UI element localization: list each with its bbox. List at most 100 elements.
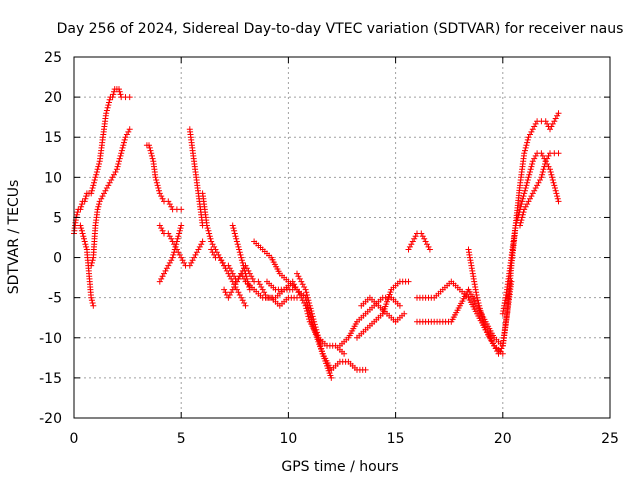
data-point xyxy=(527,169,533,175)
data-point xyxy=(230,225,237,232)
data-point xyxy=(173,238,180,245)
data-point xyxy=(175,233,182,240)
data-point xyxy=(517,222,523,229)
data-point xyxy=(475,300,482,306)
data-point xyxy=(108,177,115,183)
data-point xyxy=(299,281,306,288)
data-point xyxy=(156,187,162,194)
data-point xyxy=(102,187,109,194)
data-point xyxy=(199,238,206,245)
data-point xyxy=(88,190,95,197)
data-point xyxy=(126,126,133,133)
data-point xyxy=(208,246,215,253)
data-point xyxy=(525,134,532,141)
data-point xyxy=(159,227,166,234)
data-point xyxy=(476,302,483,309)
data-point xyxy=(554,195,561,202)
data-point xyxy=(146,144,153,151)
data-point xyxy=(241,265,248,272)
data-point xyxy=(317,342,324,349)
data-point xyxy=(116,88,123,95)
data-point xyxy=(294,286,300,293)
data-point xyxy=(246,286,253,293)
data-point xyxy=(192,251,199,258)
data-point xyxy=(313,326,320,333)
data-point xyxy=(168,235,175,242)
data-point xyxy=(111,88,117,95)
data-point xyxy=(544,120,551,127)
data-point xyxy=(239,259,246,266)
data-point xyxy=(242,302,249,309)
data-point xyxy=(529,190,536,197)
data-point xyxy=(228,289,235,296)
data-point xyxy=(170,251,177,258)
data-point xyxy=(178,206,185,213)
data-point xyxy=(206,233,213,240)
data-point xyxy=(396,302,403,309)
data-point xyxy=(83,193,90,200)
data-point xyxy=(231,227,238,234)
data-point xyxy=(79,230,86,237)
data-point xyxy=(306,302,313,309)
data-point xyxy=(158,193,165,200)
data-point xyxy=(524,139,531,146)
data-point xyxy=(523,142,530,149)
data-point xyxy=(168,257,175,264)
data-point xyxy=(176,230,183,237)
data-point xyxy=(245,281,252,288)
data-point xyxy=(289,278,296,285)
data-point xyxy=(174,235,181,242)
data-point xyxy=(262,292,269,298)
x-tick-label: 20 xyxy=(494,431,512,447)
data-point xyxy=(166,201,173,208)
data-point xyxy=(242,270,249,277)
y-tick-label: -5 xyxy=(48,291,62,307)
data-point xyxy=(203,222,210,229)
data-point xyxy=(207,235,214,242)
data-point xyxy=(195,246,202,253)
data-point xyxy=(178,222,185,229)
data-point xyxy=(412,233,419,240)
data-point xyxy=(204,225,211,232)
data-point xyxy=(408,241,415,248)
data-point xyxy=(154,182,161,189)
data-point xyxy=(82,241,89,248)
data-point xyxy=(198,241,205,248)
data-point xyxy=(149,155,156,162)
data-point xyxy=(302,286,309,293)
data-point xyxy=(226,265,233,272)
data-point xyxy=(191,254,198,261)
data-point xyxy=(525,198,532,205)
data-point xyxy=(522,144,529,151)
data-point xyxy=(171,249,178,256)
data-point xyxy=(88,297,95,304)
data-point xyxy=(188,259,195,266)
data-point xyxy=(549,177,556,183)
data-point xyxy=(524,136,531,143)
x-tick-label: 5 xyxy=(177,431,186,447)
data-point xyxy=(73,211,80,218)
data-point xyxy=(98,195,105,202)
data-point xyxy=(519,214,526,221)
data-point xyxy=(476,305,483,312)
data-point xyxy=(109,94,116,101)
data-point xyxy=(78,227,85,234)
data-point xyxy=(77,206,84,213)
data-point xyxy=(529,126,536,133)
data-point xyxy=(528,128,535,135)
data-point xyxy=(537,177,543,183)
x-axis-label: GPS time / hours xyxy=(281,459,398,475)
data-point xyxy=(341,350,348,357)
data-point xyxy=(77,222,84,229)
data-point xyxy=(532,120,539,127)
data-point xyxy=(209,241,216,248)
data-point xyxy=(522,203,529,210)
x-tick-label: 25 xyxy=(601,431,619,447)
data-point xyxy=(528,193,535,200)
data-point xyxy=(256,281,263,288)
data-point xyxy=(518,201,525,208)
data-point xyxy=(96,161,102,167)
x-tick-label: 15 xyxy=(387,431,405,447)
data-point xyxy=(481,321,488,328)
data-point xyxy=(328,374,335,381)
